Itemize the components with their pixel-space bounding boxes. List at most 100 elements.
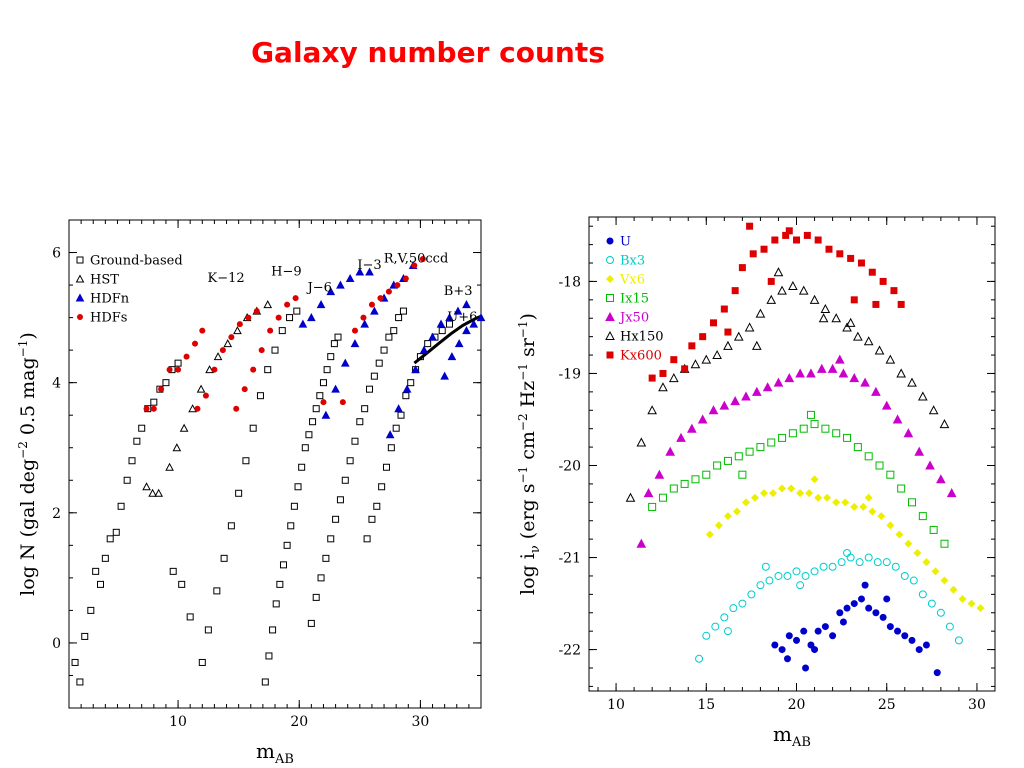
point-ix15 — [940, 539, 949, 548]
point-hdfs — [320, 399, 327, 406]
point-bx3 — [774, 571, 783, 580]
point-kx600 — [746, 222, 754, 230]
point-hdfs — [211, 366, 218, 373]
band-label: I−3 — [357, 258, 381, 273]
legend-label-hdfn: HDFn — [90, 292, 130, 307]
point-hdfs — [402, 275, 409, 282]
point-ix15 — [886, 470, 895, 479]
point-hdfn — [453, 306, 463, 315]
point-hdfs — [236, 321, 243, 328]
point-u — [839, 618, 847, 626]
point-ground-based — [117, 502, 125, 510]
legend-marker-hdfn — [75, 293, 85, 302]
y-tick-label: -19 — [558, 366, 581, 382]
point-bx3 — [711, 622, 720, 631]
point-vx6 — [805, 489, 814, 498]
point-ground-based — [402, 392, 410, 400]
point-ix15 — [806, 410, 815, 419]
point-u — [908, 636, 916, 644]
point-ix15 — [907, 498, 916, 507]
point-hx150 — [625, 492, 636, 502]
point-bx3 — [891, 562, 900, 571]
point-bx3 — [936, 608, 945, 617]
point-ix15 — [658, 493, 667, 502]
point-bx3 — [855, 558, 864, 567]
point-bx3 — [837, 558, 846, 567]
point-vx6 — [922, 558, 931, 567]
point-vx6 — [868, 507, 877, 516]
point-vx6 — [864, 493, 873, 502]
point-bx3 — [945, 622, 954, 631]
point-hdfs — [219, 347, 226, 354]
point-ground-based — [169, 567, 177, 575]
point-jx50 — [687, 423, 697, 433]
slide-title: Galaxy number counts — [251, 36, 605, 69]
point-jx50 — [708, 405, 719, 415]
point-hx150 — [939, 419, 950, 429]
point-hdfn — [316, 300, 326, 309]
point-u — [793, 636, 801, 644]
point-vx6 — [850, 502, 859, 511]
point-u — [811, 646, 819, 654]
band-label: B+3 — [444, 284, 473, 299]
point-ix15 — [929, 525, 938, 534]
point-ix15 — [810, 420, 819, 429]
point-u — [915, 646, 923, 654]
point-ix15 — [669, 484, 678, 493]
point-hdfs — [258, 347, 265, 354]
point-hx150 — [874, 345, 885, 355]
point-hdfn — [476, 313, 486, 322]
point-jx50 — [784, 373, 795, 383]
y-tick-label: -20 — [558, 459, 581, 475]
point-u — [894, 627, 902, 635]
point-hdfs — [233, 405, 240, 412]
point-ground-based — [341, 476, 349, 484]
series-hdfs — [143, 256, 426, 412]
point-ground-based — [301, 444, 309, 452]
point-bx3 — [720, 613, 729, 622]
point-jx50 — [643, 488, 654, 498]
point-jx50 — [860, 377, 870, 387]
point-hdfs — [143, 405, 150, 412]
point-bx3 — [792, 567, 801, 576]
point-ground-based — [438, 327, 446, 335]
point-hdfs — [292, 295, 299, 302]
x-axis-label: mAB — [773, 722, 811, 750]
point-ground-based — [71, 658, 79, 666]
point-hdfn — [321, 410, 331, 419]
point-vx6 — [886, 521, 895, 530]
point-ground-based — [97, 580, 105, 588]
point-vx6 — [751, 493, 760, 502]
y-tick-label: 4 — [52, 376, 61, 392]
series-u — [771, 581, 941, 677]
point-ground-based — [373, 502, 381, 510]
point-hdfs — [192, 340, 199, 347]
point-bx3 — [918, 590, 927, 599]
x-tick-label: 25 — [878, 697, 896, 713]
point-ix15 — [864, 452, 873, 461]
point-ix15 — [734, 452, 743, 461]
point-ground-based — [356, 418, 364, 426]
point-hdfs — [360, 314, 367, 321]
point-hx150 — [777, 285, 787, 295]
point-ix15 — [897, 484, 906, 493]
point-bx3 — [846, 553, 855, 562]
point-ground-based — [327, 535, 335, 543]
point-kx600 — [836, 250, 844, 258]
legend: Ground-based HST HDFn HDFs — [75, 254, 183, 326]
point-ix15 — [918, 512, 927, 521]
point-hst — [148, 488, 157, 497]
point-u — [843, 604, 851, 612]
point-hx150 — [842, 322, 852, 332]
point-hx150 — [820, 303, 831, 314]
plot-frame — [588, 216, 996, 692]
point-kx600 — [670, 356, 678, 364]
point-vx6 — [760, 489, 769, 498]
series-kx600 — [648, 222, 905, 382]
point-jx50 — [665, 446, 676, 456]
point-kx600 — [659, 369, 667, 377]
legend-label-ix15: Ix15 — [620, 292, 649, 307]
point-hdfs — [150, 405, 157, 412]
point-bx3 — [900, 571, 909, 580]
point-bx3 — [756, 581, 765, 590]
